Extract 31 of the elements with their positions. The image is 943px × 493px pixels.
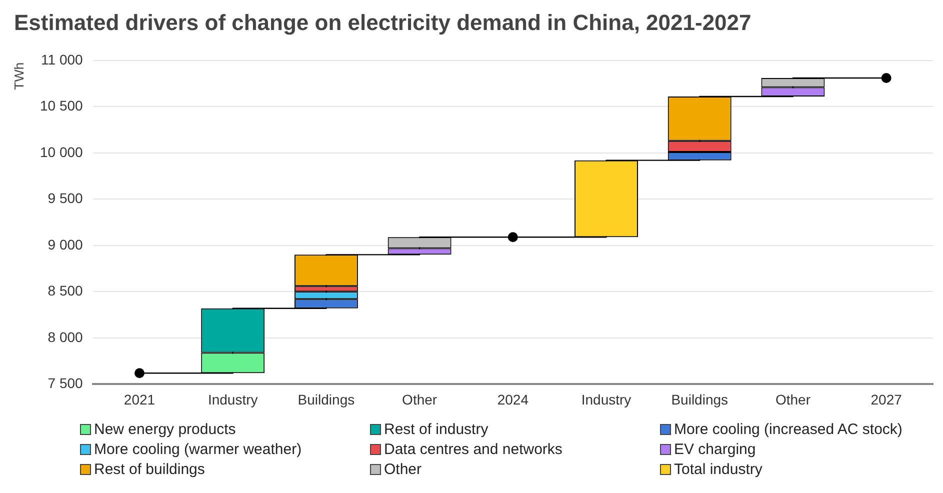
y-tick-label: 7 500 [48,375,84,392]
legend-label: More cooling (increased AC stock) [674,421,902,438]
y-tick-label: 11 000 [41,51,84,68]
point [134,368,144,378]
x-tick-label: Other [402,391,438,408]
y-tick-label: 10 500 [40,98,84,114]
y-axis-title: TWh [12,62,27,90]
legend-label: Total industry [674,461,762,478]
legend-label: Rest of industry [384,421,488,438]
point [881,72,892,83]
legend-label: Data centres and networks [384,441,562,458]
x-tick-label: 2027 [870,391,902,408]
y-tick-label: 8 000 [48,328,84,345]
point [508,232,518,242]
x-tick-label: Industry [208,391,258,408]
y-tick-label: 8 500 [48,282,84,299]
x-tick-label: 2024 [497,391,529,408]
legend-label: Other [384,461,422,478]
x-tick-label: Buildings [298,391,355,408]
legend-label: EV charging [674,441,756,458]
x-tick-label: Industry [581,391,632,408]
legend-label: Rest of buildings [94,461,205,478]
legend-label: More cooling (warmer weather) [94,441,302,458]
x-tick-label: Other [775,391,811,408]
legend-label: New energy products [94,421,236,438]
chart-title: Estimated drivers of change on electricity demand in China, 2021-2027 [13,9,752,37]
x-tick-label: Buildings [671,391,728,408]
x-tick-label: 2021 [124,391,156,408]
y-tick-label: 9 000 [48,236,84,252]
y-tick-label: 9 500 [48,190,84,206]
y-tick-label: 10 000 [40,144,84,160]
